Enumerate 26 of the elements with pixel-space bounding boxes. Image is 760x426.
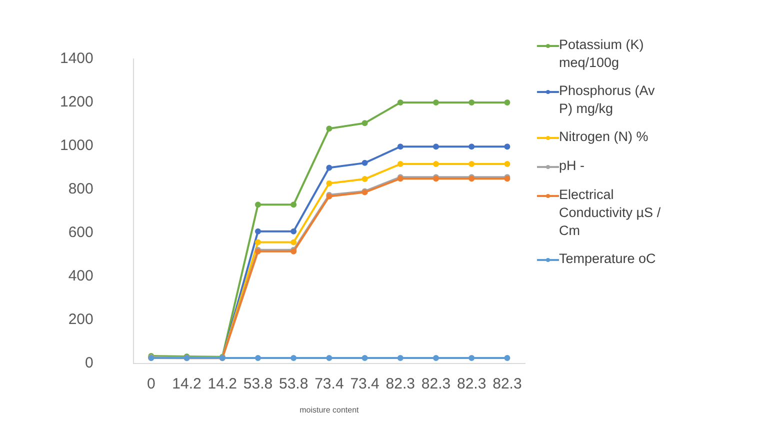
x-tick-label: 53.8	[278, 376, 308, 393]
legend-label: Potassium (K) meq/100g	[559, 36, 645, 72]
y-tick-label: 400	[68, 268, 94, 285]
x-axis-title: moisture content	[300, 405, 360, 414]
x-tick-label: 82.3	[492, 376, 522, 393]
legend-label: Electrical Conductivity µS / Cm	[559, 186, 662, 240]
x-tick-label: 82.3	[456, 376, 486, 393]
x-tick-label: 73.4	[314, 376, 344, 393]
y-tick-label: 0	[85, 354, 94, 372]
x-tick-label: 0	[147, 376, 156, 393]
y-tick-label: 1000	[60, 137, 94, 154]
legend-label: Phosphorus (Av P) mg/kg	[559, 82, 656, 118]
x-tick-label: 53.8	[243, 376, 273, 393]
x-tick-label: 82.3	[421, 376, 451, 393]
legend-label: Temperature oC	[559, 250, 657, 268]
y-tick-label: 600	[68, 224, 94, 242]
legend-label: Nitrogen (N) %	[559, 128, 650, 146]
x-tick-label: 82.3	[386, 376, 415, 393]
y-tick-label: 1200	[60, 94, 94, 111]
y-tick-label: 200	[68, 311, 94, 328]
x-tick-label: 14.2	[172, 376, 202, 393]
y-tick-label: 800	[68, 180, 94, 198]
legend-label: pH -	[559, 157, 586, 175]
x-tick-label: 14.2	[208, 376, 237, 393]
y-tick-label: 1400	[60, 50, 94, 68]
x-tick-label: 73.4	[350, 376, 380, 393]
